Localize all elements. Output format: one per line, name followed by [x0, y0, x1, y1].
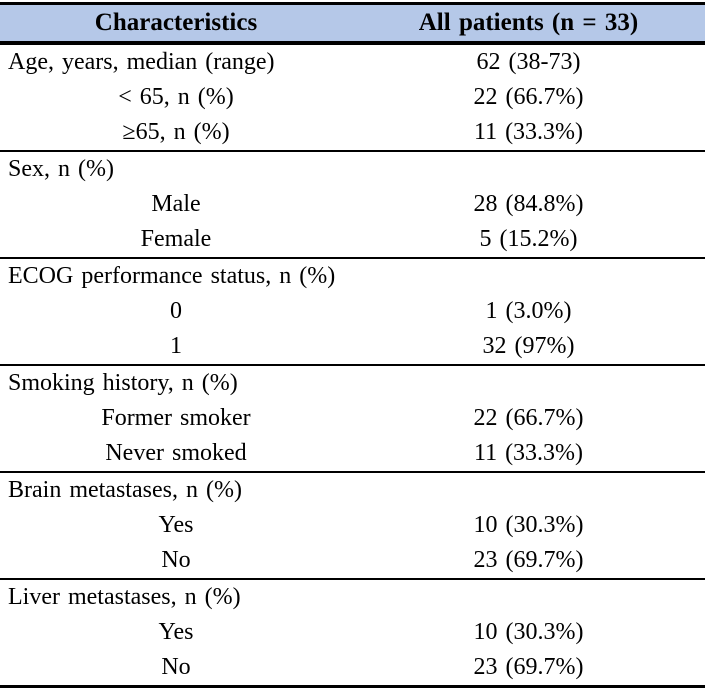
table-row: Female 5 (15.2%) [0, 222, 705, 257]
row-label: 1 [170, 333, 182, 359]
row-label: Liver metastases, n (%) [8, 584, 241, 610]
row-label: Smoking history, n (%) [8, 370, 238, 396]
table-row: Male 28 (84.8%) [0, 187, 705, 222]
row-label: Female [140, 226, 212, 252]
row-label: Sex, n (%) [8, 156, 114, 182]
row-label: < 65, n (%) [118, 84, 234, 110]
row-label: Yes [158, 512, 194, 538]
row-label: No [161, 547, 191, 573]
row-value: 23 (69.7%) [473, 654, 584, 680]
table-row: 1 32 (97%) [0, 329, 705, 364]
table-row: Brain metastases, n (%) [0, 473, 705, 508]
table-header-row: Characteristics All patients (n = 33) [0, 2, 705, 45]
table-row: < 65, n (%) 22 (66.7%) [0, 80, 705, 115]
row-label: No [161, 654, 191, 680]
row-label: Age, years, median (range) [8, 49, 275, 75]
section-ecog: ECOG performance status, n (%) 0 1 (3.0%… [0, 259, 705, 366]
table-row: Former smoker 22 (66.7%) [0, 401, 705, 436]
table-row: Liver metastases, n (%) [0, 580, 705, 615]
section-liver-metastases: Liver metastases, n (%) Yes 10 (30.3%) N… [0, 580, 705, 688]
row-label: ECOG performance status, n (%) [8, 263, 336, 289]
table-row: Age, years, median (range) 62 (38-73) [0, 45, 705, 80]
row-label: Yes [158, 619, 194, 645]
row-value: 11 (33.3%) [473, 440, 584, 466]
row-label: Male [151, 191, 201, 217]
table-row: Smoking history, n (%) [0, 366, 705, 401]
row-value: 32 (97%) [482, 333, 575, 359]
row-label: Former smoker [101, 405, 251, 431]
section-age: Age, years, median (range) 62 (38-73) < … [0, 45, 705, 152]
row-value: 10 (30.3%) [473, 619, 584, 645]
table-row: Never smoked 11 (33.3%) [0, 436, 705, 471]
section-smoking: Smoking history, n (%) Former smoker 22 … [0, 366, 705, 473]
table-row: 0 1 (3.0%) [0, 294, 705, 329]
row-value: 28 (84.8%) [473, 191, 584, 217]
header-cell-all-patients: All patients (n = 33) [418, 9, 639, 36]
row-value: 22 (66.7%) [473, 405, 584, 431]
row-value: 1 (3.0%) [485, 298, 572, 324]
table-row: Yes 10 (30.3%) [0, 615, 705, 650]
row-value: 10 (30.3%) [473, 512, 584, 538]
row-label: 0 [170, 298, 182, 324]
row-value: 11 (33.3%) [473, 119, 584, 145]
row-label: ≥65, n (%) [122, 119, 230, 145]
table-row: ECOG performance status, n (%) [0, 259, 705, 294]
row-label: Brain metastases, n (%) [8, 477, 242, 503]
table-row: No 23 (69.7%) [0, 650, 705, 685]
row-value: 22 (66.7%) [473, 84, 584, 110]
row-value: 62 (38-73) [476, 49, 581, 75]
row-label: Never smoked [105, 440, 247, 466]
header-cell-characteristics: Characteristics [94, 9, 258, 36]
table-row: Yes 10 (30.3%) [0, 508, 705, 543]
table-row: ≥65, n (%) 11 (33.3%) [0, 115, 705, 150]
row-value: 23 (69.7%) [473, 547, 584, 573]
section-sex: Sex, n (%) Male 28 (84.8%) Female 5 (15.… [0, 152, 705, 259]
row-value: 5 (15.2%) [479, 226, 578, 252]
table-row: No 23 (69.7%) [0, 543, 705, 578]
section-brain-metastases: Brain metastases, n (%) Yes 10 (30.3%) N… [0, 473, 705, 580]
table-row: Sex, n (%) [0, 152, 705, 187]
